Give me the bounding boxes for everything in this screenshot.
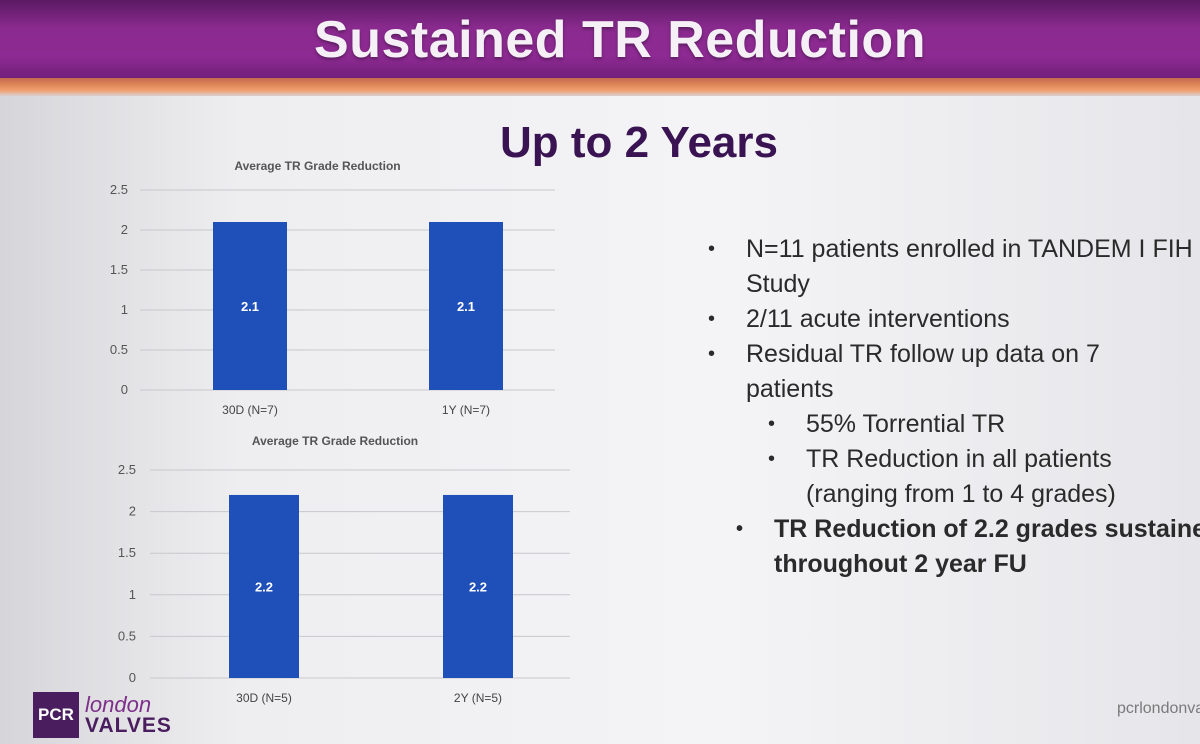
y-tick-label: 2.5 — [118, 462, 136, 477]
y-tick-label: 2 — [121, 222, 128, 237]
y-tick-label: 0.5 — [118, 628, 136, 643]
logo-line-1: london — [85, 692, 152, 717]
sub-bullet-item: • 55% Torrential TR — [768, 407, 1200, 442]
bullet-text-continued: throughout 2 year FU — [774, 550, 1027, 578]
bullet-marker: • — [736, 518, 744, 540]
bullet-marker: • — [708, 238, 716, 260]
bullet-item-highlight: • TR Reduction of 2.2 grades sustained t… — [736, 512, 1200, 582]
bar-data-label: 2.1 — [241, 299, 259, 314]
y-tick-label: 0.5 — [110, 342, 128, 357]
y-tick-label: 1 — [121, 302, 128, 317]
bullet-text: 55% Torrential TR — [806, 410, 1006, 438]
slide-subtitle: Up to 2 Years — [500, 118, 778, 167]
y-tick-label: 1.5 — [110, 262, 128, 277]
bullet-text-continued: patients — [746, 375, 834, 403]
slide-title: Sustained TR Reduction — [314, 11, 926, 69]
bullet-item: • Residual TR follow up data on 7 patien… — [708, 337, 1200, 407]
sub-bullet-item: • TR Reduction in all patients (ranging … — [768, 442, 1200, 512]
bar-data-label: 2.2 — [255, 579, 273, 594]
bar — [443, 494, 513, 678]
x-category-label: 1Y (N=7) — [442, 403, 490, 417]
bar — [429, 222, 503, 390]
title-bar-accent-stripe — [0, 78, 1200, 96]
bullet-text: TR Reduction of 2.2 grades sustained — [774, 515, 1200, 543]
footer-site: pcrlondonvalves — [1117, 700, 1200, 717]
y-tick-label: 0 — [121, 382, 128, 397]
logo-mark: PCR — [33, 692, 79, 738]
y-tick-label: 0 — [129, 670, 136, 685]
bar — [213, 222, 287, 390]
bullet-text: N=11 patients enrolled in TANDEM I FIH — [746, 235, 1193, 263]
bullet-text: TR Reduction in all patients — [806, 445, 1112, 473]
chart-title: Average TR Grade Reduction — [252, 434, 418, 448]
bar-data-label: 2.2 — [469, 579, 487, 594]
bullet-marker: • — [768, 413, 776, 435]
bullet-text-continued: (ranging from 1 to 4 grades) — [806, 480, 1116, 508]
chart-30d-vs-2y: Average TR Grade Reduction 0 0.5 1 1.5 2 2.5 2.… — [118, 434, 570, 705]
bar — [229, 494, 299, 678]
title-bar — [0, 0, 1200, 80]
bullet-marker: • — [708, 343, 716, 365]
y-tick-label: 1 — [129, 587, 136, 602]
y-tick-label: 2 — [129, 504, 136, 519]
x-category-label: 30D (N=7) — [222, 403, 278, 417]
x-category-label: 2Y (N=5) — [454, 691, 502, 705]
chart-30d-vs-1y: Average TR Grade Reduction 0 0.5 1 1.5 2 2.5 2.… — [110, 159, 555, 417]
logo-line-2: VALVES — [85, 714, 172, 737]
pcr-london-valves-logo: PCR london VALVES — [33, 692, 172, 738]
bullet-item: • N=11 patients enrolled in TANDEM I FIH… — [708, 232, 1200, 302]
bullet-text-continued: Study — [746, 270, 810, 298]
bullet-text: 2/11 acute interventions — [746, 305, 1010, 333]
y-tick-label: 1.5 — [118, 545, 136, 560]
bullet-marker: • — [708, 308, 716, 330]
bullet-item: • 2/11 acute interventions — [708, 302, 1200, 337]
bar-data-label: 2.1 — [457, 299, 475, 314]
bullet-marker: • — [768, 448, 776, 470]
x-category-label: 30D (N=5) — [236, 691, 292, 705]
bullet-text: Residual TR follow up data on 7 — [746, 340, 1100, 368]
y-tick-label: 2.5 — [110, 182, 128, 197]
bullet-list: • N=11 patients enrolled in TANDEM I FIH… — [708, 232, 1200, 582]
chart-title: Average TR Grade Reduction — [234, 159, 400, 173]
logo-wordmark: london VALVES — [85, 692, 172, 737]
